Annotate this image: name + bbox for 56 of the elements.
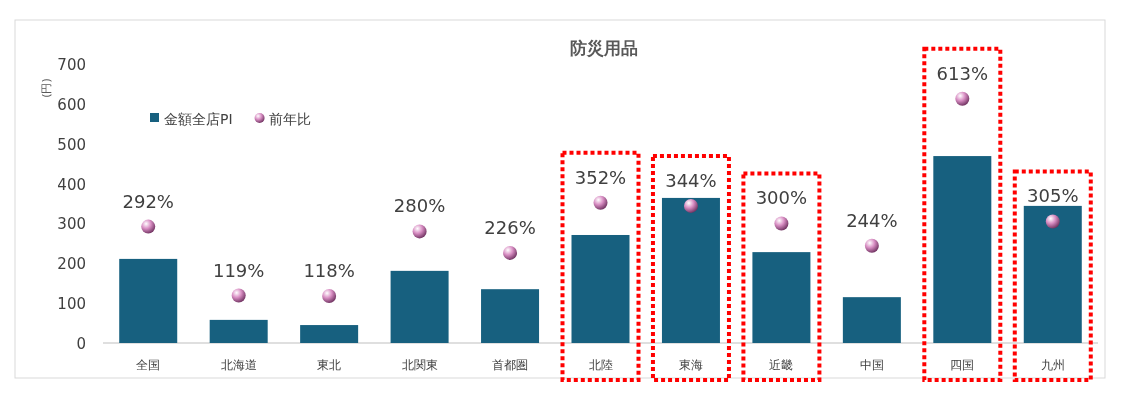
point [864,238,879,253]
x-tick-label: 北陸 [588,358,613,372]
bar [752,252,811,343]
point [141,219,156,234]
y-tick-label: 100 [57,295,86,314]
data-label: 280% [393,195,446,217]
point [774,216,789,231]
y-tick-label: 200 [57,255,86,274]
y-axis-title: (円) [40,78,53,98]
y-tick-label: 700 [57,56,86,74]
bar [1023,205,1082,343]
bar [933,156,992,343]
x-tick-label: 九州 [1040,358,1065,372]
y-tick-label: 500 [57,135,86,154]
data-label: 613% [936,62,989,84]
x-tick-label: 全国 [136,358,161,372]
chart-title: 防災用品 [569,38,638,58]
x-tick-label: 首都圏 [492,358,529,372]
bar [842,297,901,343]
bar [390,270,449,343]
bar [119,258,178,343]
y-tick-label: 300 [57,215,86,234]
data-label: 352% [574,166,627,188]
x-tick-label: 北海道 [220,358,257,372]
data-label: 344% [665,169,717,191]
y-tick-label: 600 [57,95,86,114]
point [322,288,337,303]
y-tick-label: 400 [57,175,86,194]
legend-label: 金額全店PI [164,111,233,127]
point [593,195,608,210]
bar [481,289,540,343]
x-tick-label: 近畿 [769,358,794,372]
point [683,198,698,213]
x-tick-label: 東北 [317,358,342,372]
x-tick-label: 四国 [950,358,975,372]
bar [571,234,630,343]
data-label: 119% [212,259,265,281]
point [231,288,246,303]
data-label: 292% [122,190,174,212]
legend-label: 前年比 [268,111,311,127]
data-label: 244% [846,209,898,231]
x-tick-label: 中国 [859,358,884,372]
point [503,245,518,260]
x-tick-label: 北関東 [401,358,438,372]
data-label: 305% [1027,185,1079,207]
y-tick-label: 0 [76,335,86,353]
data-label: 226% [484,216,536,238]
x-tick-label: 東海 [678,358,703,372]
data-label: 118% [303,259,355,281]
data-label: 300% [755,187,808,209]
point [955,91,970,106]
bar [209,319,268,343]
point [412,224,427,239]
bar [300,325,359,343]
bar [661,197,720,343]
point [1045,214,1060,229]
